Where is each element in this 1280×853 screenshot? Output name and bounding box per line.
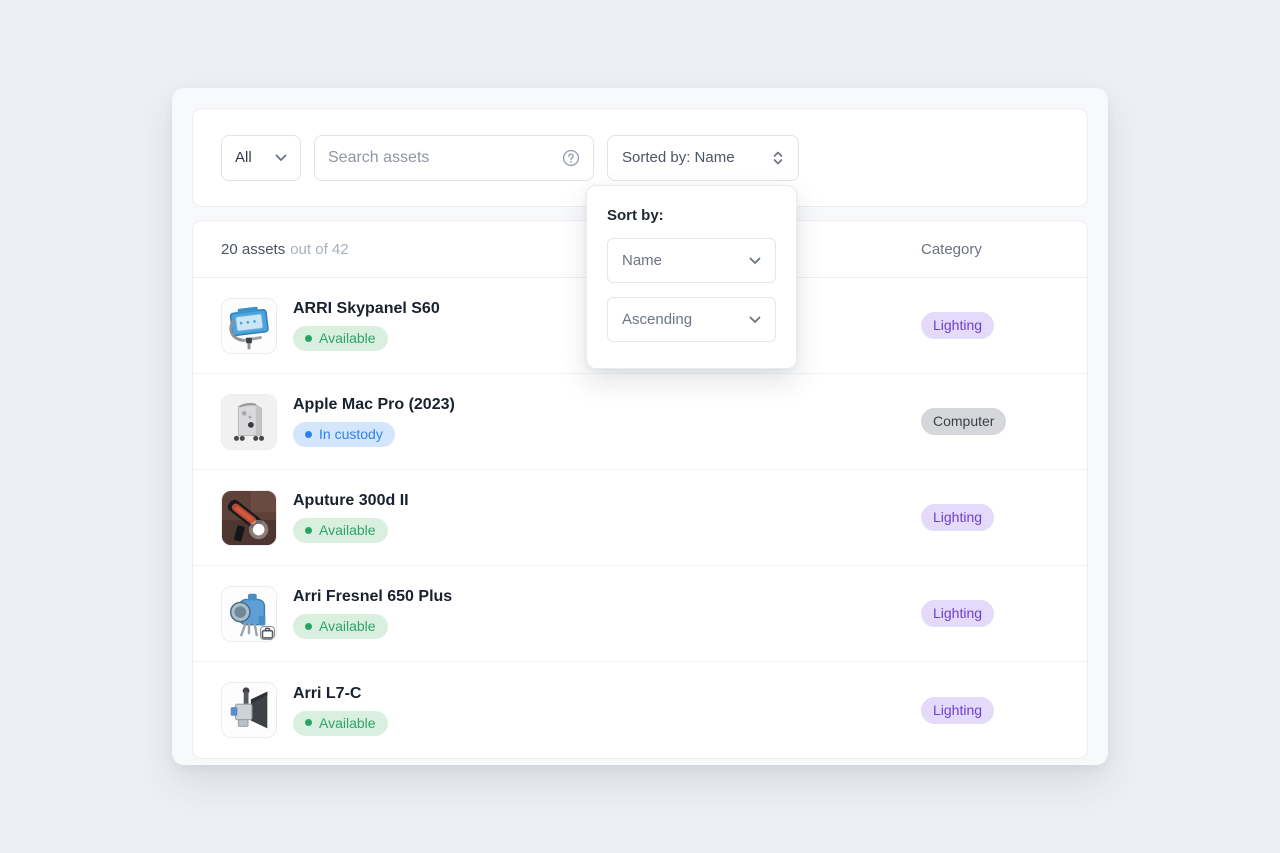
- chevron-down-icon: [749, 257, 761, 265]
- status-dot-icon: [305, 430, 312, 438]
- fresnel-thumbnail: [221, 585, 277, 642]
- status-label: Available: [319, 330, 376, 346]
- filter-dropdown[interactable]: All: [221, 134, 301, 181]
- sort-field-value: Name: [622, 252, 663, 269]
- asset-title: Aputure 300d II: [293, 492, 409, 509]
- status-dot-icon: [305, 334, 312, 342]
- asset-row[interactable]: Arri Fresnel 650 Plus Available Lighting: [193, 566, 1087, 662]
- status-badge: Available: [293, 710, 388, 736]
- macpro-thumbnail: [221, 393, 277, 450]
- status-dot-icon: [305, 526, 312, 534]
- asset-row[interactable]: ARRI Skypanel S60 Available Lighting: [193, 278, 1087, 374]
- asset-row[interactable]: Aputure 300d II Available Lighting: [193, 470, 1087, 566]
- sort-field-select[interactable]: Name: [607, 238, 776, 283]
- search-input[interactable]: [328, 148, 538, 167]
- status-label: Available: [319, 714, 376, 731]
- asset-rows: ARRI Skypanel S60 Available Lighting App…: [193, 278, 1087, 758]
- status-dot-icon: [305, 719, 312, 726]
- status-label: Available: [319, 618, 376, 634]
- l7c-thumbnail: [221, 682, 277, 738]
- status-label: Available: [319, 522, 376, 538]
- sort-selector-icon: [772, 150, 784, 166]
- chevron-down-icon: [749, 316, 761, 324]
- aputure-thumbnail: [221, 489, 277, 546]
- assets-count-total: out of 42: [290, 240, 349, 258]
- category-badge: Lighting: [921, 696, 995, 724]
- sort-direction-value: Ascending: [622, 311, 693, 328]
- category-badge: Lighting: [921, 504, 995, 531]
- category-column-header: Category: [921, 240, 982, 258]
- asset-title: Apple Mac Pro (2023): [293, 396, 455, 413]
- status-badge: In custody: [293, 422, 395, 447]
- status-dot-icon: [305, 622, 312, 630]
- help-icon[interactable]: [562, 149, 580, 167]
- assets-app-card: All Sorted by: Name: [172, 88, 1108, 765]
- filter-dropdown-label: All: [235, 149, 252, 166]
- kit-badge-icon: [260, 625, 275, 640]
- sort-popup: Sort by: Name Ascending: [586, 185, 797, 369]
- sort-direction-select[interactable]: Ascending: [607, 297, 776, 342]
- asset-row[interactable]: Arri L7-C Available Lighting: [193, 662, 1087, 758]
- status-badge: Available: [293, 518, 388, 543]
- toolbar: All Sorted by: Name: [192, 108, 1088, 207]
- category-badge: Computer: [921, 408, 1007, 435]
- assets-count: 20 assets out of 42: [221, 241, 921, 258]
- asset-title: ARRI Skypanel S60: [293, 300, 440, 317]
- status-badge: Available: [293, 326, 388, 351]
- category-badge: Lighting: [921, 600, 995, 627]
- search-field[interactable]: [314, 134, 594, 181]
- category-badge: Lighting: [921, 312, 995, 339]
- chevron-down-icon: [275, 154, 287, 162]
- status-label: In custody: [319, 426, 383, 442]
- assets-count-value: 20 assets: [221, 240, 286, 258]
- asset-title: Arri L7-C: [293, 684, 362, 702]
- sort-popup-title: Sort by:: [607, 207, 664, 224]
- sort-button-label: Sorted by: Name: [622, 149, 735, 166]
- skypanel-thumbnail: [221, 297, 277, 354]
- sort-button[interactable]: Sorted by: Name: [607, 134, 799, 181]
- status-badge: Available: [293, 614, 388, 639]
- asset-title: Arri Fresnel 650 Plus: [293, 588, 453, 605]
- asset-row[interactable]: Apple Mac Pro (2023) In custody Computer: [193, 374, 1087, 470]
